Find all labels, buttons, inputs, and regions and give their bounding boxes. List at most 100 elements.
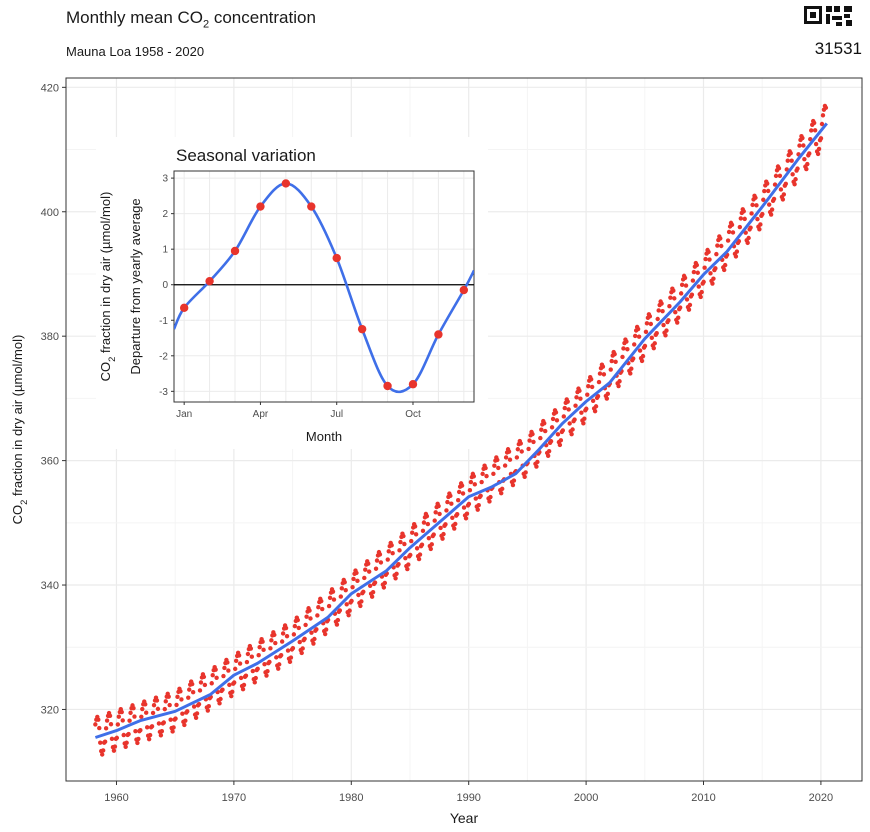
data-point (573, 403, 578, 408)
data-point (151, 702, 157, 708)
data-point (691, 269, 697, 275)
data-point (612, 351, 617, 357)
data-point (299, 650, 304, 656)
data-point (695, 270, 700, 275)
data-point (778, 187, 784, 192)
data-point (718, 236, 723, 241)
data-point (484, 473, 489, 479)
data-point (560, 428, 566, 433)
data-point (433, 510, 438, 515)
inset-y-tick-label: 2 (162, 209, 168, 220)
data-point (654, 330, 659, 336)
data-point (687, 302, 693, 308)
data-point (377, 552, 383, 557)
data-point (99, 752, 105, 757)
data-point (436, 503, 441, 509)
data-point (108, 722, 114, 727)
data-point (514, 455, 520, 460)
data-point (655, 316, 660, 322)
data-point (816, 146, 822, 152)
data-point (135, 740, 140, 746)
data-point (808, 136, 813, 142)
data-point (284, 633, 290, 639)
qr-badge: 31531 (800, 4, 866, 58)
x-tick-label: 2000 (574, 792, 598, 804)
seasonal-point (408, 380, 418, 389)
y-tick-label: 380 (41, 331, 59, 343)
data-point (621, 346, 626, 351)
data-point (753, 195, 758, 200)
data-point (307, 608, 312, 613)
data-point (355, 578, 360, 584)
data-point (405, 566, 410, 572)
data-point (440, 536, 445, 541)
data-point (230, 689, 235, 694)
data-point (635, 326, 641, 332)
seasonal-point (230, 246, 240, 256)
data-point (315, 613, 320, 618)
data-point (443, 522, 448, 527)
data-point (330, 589, 336, 594)
seasonal-point (332, 253, 341, 263)
data-point (707, 257, 712, 262)
data-point (149, 724, 155, 729)
data-point (703, 256, 708, 262)
seasonal-point (357, 324, 367, 334)
data-point (679, 282, 685, 288)
data-point (698, 294, 703, 300)
data-point (396, 561, 401, 567)
data-point (156, 721, 162, 726)
data-point (510, 482, 516, 488)
data-point (445, 499, 450, 505)
data-point (586, 383, 591, 389)
data-point (640, 353, 646, 359)
data-point (689, 292, 695, 297)
data-point (338, 594, 344, 599)
data-point (346, 612, 351, 618)
inset-y-tick-label: 1 (162, 245, 168, 256)
data-point (366, 569, 372, 574)
data-point (144, 710, 149, 715)
inset-panel-border (173, 170, 475, 403)
data-point (530, 431, 535, 437)
data-point (402, 541, 407, 547)
data-point (545, 453, 551, 458)
data-point (734, 249, 740, 254)
data-point (397, 548, 402, 553)
data-point (438, 525, 443, 531)
data-point (127, 718, 132, 723)
data-point (331, 597, 337, 602)
data-point (155, 706, 161, 712)
x-tick-label: 1980 (339, 792, 363, 804)
data-point (539, 427, 544, 432)
data-point (483, 465, 488, 471)
data-point (420, 528, 426, 534)
data-point (503, 455, 509, 460)
data-point (632, 342, 637, 347)
data-point (632, 333, 638, 339)
data-point (196, 701, 202, 707)
seasonal-point (281, 179, 291, 188)
data-point (550, 416, 556, 422)
data-point (209, 681, 214, 686)
data-point (492, 463, 497, 468)
data-point (785, 158, 790, 163)
data-point (432, 518, 437, 523)
data-point (597, 371, 603, 376)
data-point (119, 709, 124, 715)
data-point (121, 732, 126, 738)
data-point (663, 333, 668, 338)
data-point (673, 310, 678, 315)
data-point (605, 391, 611, 397)
data-point (639, 358, 645, 364)
data-point (256, 652, 261, 658)
data-point (805, 161, 810, 167)
inset-y-tick-label: -1 (159, 316, 168, 327)
data-point (238, 675, 244, 681)
data-point (548, 439, 554, 444)
data-point (111, 748, 117, 753)
data-point (737, 224, 743, 230)
data-point (175, 694, 180, 700)
data-point (686, 307, 692, 312)
data-point (452, 526, 457, 531)
